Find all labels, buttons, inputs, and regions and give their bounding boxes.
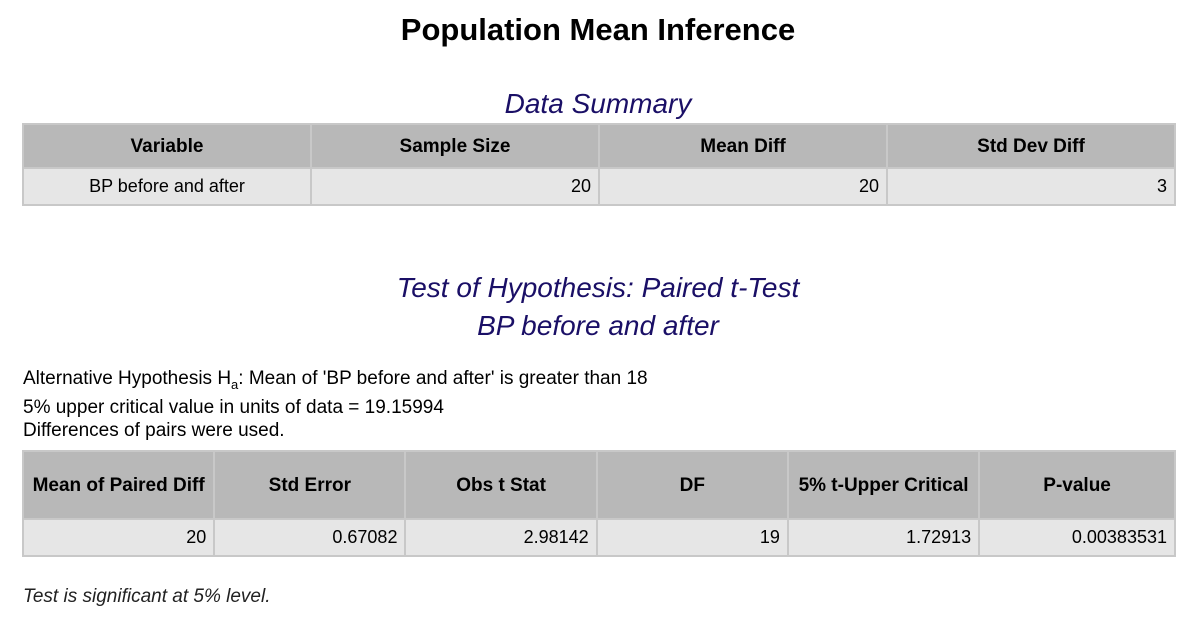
significance-note: Test is significant at 5% level. <box>23 586 271 607</box>
cell-p-value: 0.00383531 <box>980 520 1174 555</box>
cell-std-dev-diff: 3 <box>888 169 1174 204</box>
column-header-t-upper-critical: 5% t-Upper Critical <box>788 452 979 518</box>
table-header-row: Variable Sample Size Mean Diff Std Dev D… <box>24 125 1174 167</box>
pairs-note: Differences of pairs were used. <box>23 420 285 441</box>
table-row: BP before and after 20 20 3 <box>24 169 1174 204</box>
critical-value-line: 5% upper critical value in units of data… <box>23 397 444 418</box>
hypothesis-text: : Mean of 'BP before and after' is great… <box>238 368 648 389</box>
cell-std-error: 0.67082 <box>215 520 405 555</box>
cell-variable: BP before and after <box>24 169 310 204</box>
cell-mean-diff: 20 <box>600 169 886 204</box>
cell-obs-t-stat: 2.98142 <box>406 520 596 555</box>
column-header-std-error: Std Error <box>215 452 405 518</box>
column-header-df: DF <box>597 452 787 518</box>
cell-mean-paired-diff: 20 <box>24 520 214 555</box>
alternative-hypothesis: Alternative Hypothesis Ha: Mean of 'BP b… <box>23 367 648 392</box>
table-header-row: Mean of Paired Diff Std Error Obs t Stat… <box>24 452 1174 518</box>
test-heading: Test of Hypothesis: Paired t-Test <box>396 272 800 303</box>
data-summary-heading: Data Summary <box>504 88 692 119</box>
column-header-obs-t-stat: Obs t Stat <box>406 452 596 518</box>
data-summary-table: Variable Sample Size Mean Diff Std Dev D… <box>22 123 1176 206</box>
column-header-variable: Variable <box>24 125 310 167</box>
hypothesis-prefix: Alternative Hypothesis H <box>23 368 232 389</box>
column-header-sample-size: Sample Size <box>312 125 598 167</box>
column-header-p-value: P-value <box>980 452 1174 518</box>
cell-t-upper-critical: 1.72913 <box>788 520 979 555</box>
test-results-table: Mean of Paired Diff Std Error Obs t Stat… <box>22 450 1176 557</box>
table-row: 20 0.67082 2.98142 19 1.72913 0.00383531 <box>24 520 1174 555</box>
column-header-std-dev-diff: Std Dev Diff <box>888 125 1174 167</box>
test-subheading: BP before and after <box>477 310 719 341</box>
page-title: Population Mean Inference <box>400 12 796 47</box>
cell-sample-size: 20 <box>312 169 598 204</box>
column-header-mean-diff: Mean Diff <box>600 125 886 167</box>
hypothesis-subscript: a <box>231 377 239 392</box>
cell-df: 19 <box>597 520 787 555</box>
column-header-mean-paired-diff: Mean of Paired Diff <box>24 452 214 518</box>
